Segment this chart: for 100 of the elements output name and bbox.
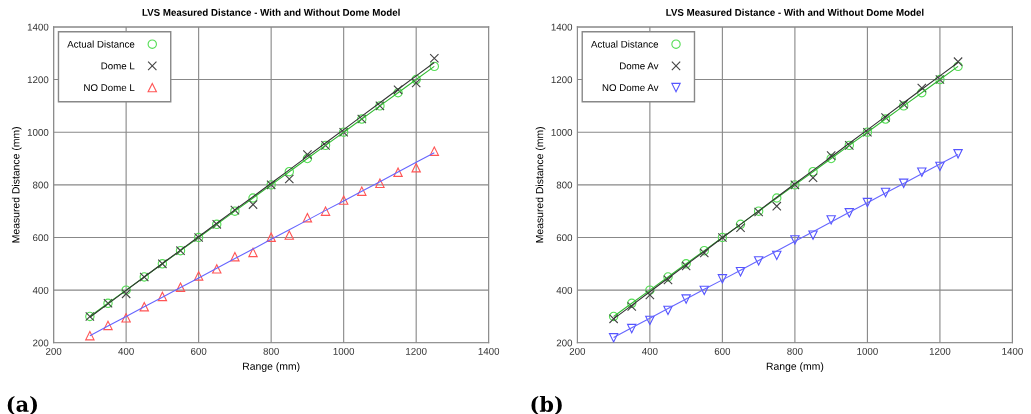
point: [717, 274, 728, 284]
point: [772, 201, 782, 211]
point: [85, 330, 95, 341]
point: [121, 289, 131, 299]
point: [917, 167, 927, 177]
point: [248, 247, 258, 258]
y-tick-label: 1400: [551, 23, 573, 31]
point: [284, 174, 295, 184]
y-tick-label: 600: [556, 234, 573, 242]
y-tick-label: 400: [556, 286, 573, 294]
text: (a): [7, 395, 37, 414]
y-tick-label: 400: [32, 286, 49, 294]
x-tick-label: 600: [714, 347, 731, 355]
point: [699, 285, 709, 296]
point: [935, 161, 945, 172]
x-tick-label: 1000: [333, 347, 355, 355]
x-tick-label: 1400: [478, 347, 500, 355]
point: [880, 187, 891, 198]
point: [248, 193, 258, 203]
point: [772, 250, 782, 261]
point: [411, 163, 421, 173]
point: [375, 178, 385, 188]
point: [844, 208, 855, 218]
x-tick-label: 600: [191, 347, 207, 355]
legend-label: Actual Distance: [67, 40, 135, 48]
point: [121, 313, 131, 323]
point: [248, 199, 258, 210]
point: [320, 206, 331, 216]
y-tick-label: 1000: [551, 128, 573, 136]
y-tick-label: 200: [556, 339, 573, 347]
point: [302, 153, 313, 164]
x-axis-title: Range (mm): [243, 362, 300, 372]
point: [808, 166, 818, 177]
point: [862, 197, 873, 208]
y-axis-title: Measured Distance (mm): [535, 127, 546, 243]
point: [103, 320, 113, 331]
legend-label: Dome Av: [620, 62, 659, 70]
point: [627, 323, 637, 334]
point: [411, 74, 421, 85]
x-axis-title: Range (mm): [766, 362, 824, 372]
point: [338, 195, 349, 205]
point: [917, 83, 927, 93]
point: [917, 87, 927, 98]
y-tick-label: 800: [556, 181, 573, 189]
point: [302, 213, 313, 223]
point: [302, 149, 313, 160]
legend-label: NO Dome L: [84, 84, 135, 92]
x-tick-label: 1000: [857, 347, 878, 355]
point: [608, 333, 619, 343]
point: [645, 285, 655, 295]
point: [175, 282, 186, 292]
x-tick-label: 800: [787, 347, 803, 355]
point: [393, 167, 403, 177]
point: [429, 53, 440, 63]
point: [212, 264, 222, 274]
y-tick-label: 1200: [551, 76, 573, 84]
point: [284, 166, 295, 177]
chart-title: LVS Measured Distance - With and Without Dome Model: [142, 8, 400, 16]
y-tick-label: 1400: [27, 23, 49, 31]
point: [157, 291, 168, 302]
chart-title: LVS Measured Distance - With and Without Dome Model: [666, 8, 924, 16]
point: [429, 61, 440, 72]
legend-label: NO Dome Av: [602, 84, 659, 92]
point: [121, 285, 131, 295]
x-tick-label: 800: [263, 347, 279, 355]
y-axis-title: Measured Distance (mm): [11, 127, 22, 243]
x-tick-label: 400: [118, 347, 134, 355]
point: [826, 215, 836, 225]
point: [808, 230, 818, 240]
point: [953, 56, 963, 67]
point: [663, 305, 673, 316]
y-tick-label: 1000: [27, 128, 49, 136]
point: [139, 302, 149, 312]
point: [284, 230, 295, 240]
x-tick-label: 200: [45, 347, 62, 355]
x-tick-label: 1200: [929, 347, 951, 355]
legend-label: Dome L: [101, 62, 135, 70]
x-tick-label: 400: [641, 347, 658, 355]
x-tick-label: 200: [569, 347, 586, 355]
point: [790, 235, 800, 245]
point: [735, 266, 746, 277]
point: [645, 290, 655, 300]
y-tick-label: 1200: [27, 76, 49, 84]
point: [645, 315, 655, 326]
y-tick-label: 600: [33, 234, 49, 242]
point: [753, 256, 764, 266]
point: [735, 219, 746, 230]
y-tick-label: 800: [32, 181, 49, 189]
y-tick-label: 200: [33, 339, 49, 347]
point: [411, 78, 421, 88]
point: [808, 173, 818, 183]
point: [898, 178, 909, 188]
point: [953, 61, 963, 72]
point: [735, 223, 746, 233]
x-tick-label: 1400: [1002, 347, 1023, 355]
point: [429, 146, 440, 156]
point: [266, 232, 276, 242]
point: [193, 271, 204, 281]
text: (b): [531, 395, 562, 414]
x-tick-label: 1200: [406, 347, 427, 355]
